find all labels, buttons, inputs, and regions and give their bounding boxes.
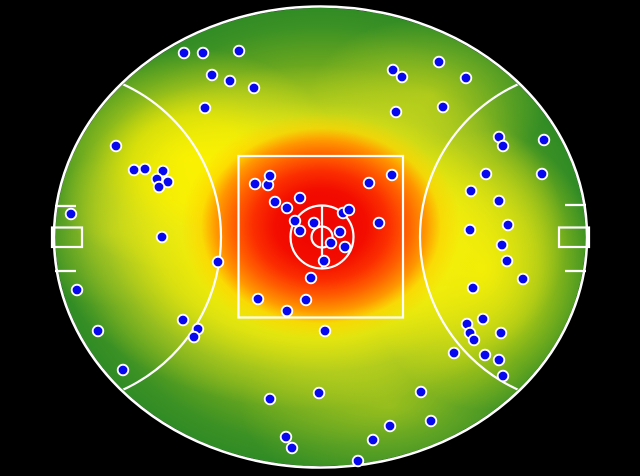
data-point xyxy=(127,163,141,177)
goal-square-right xyxy=(557,226,591,249)
data-point xyxy=(177,46,191,60)
data-point xyxy=(138,162,152,176)
data-point xyxy=(196,46,210,60)
data-point xyxy=(424,414,438,428)
data-point xyxy=(496,139,510,153)
data-point xyxy=(304,271,318,285)
data-point xyxy=(389,105,403,119)
data-point xyxy=(351,454,365,468)
data-point xyxy=(516,272,530,286)
data-point xyxy=(211,255,225,269)
data-point xyxy=(307,216,321,230)
data-point xyxy=(198,101,212,115)
data-point xyxy=(476,312,490,326)
data-point xyxy=(176,313,190,327)
data-point xyxy=(91,324,105,338)
data-point xyxy=(223,74,237,88)
data-point xyxy=(299,293,313,307)
centre-square xyxy=(237,154,405,319)
data-point xyxy=(279,430,293,444)
data-point xyxy=(152,180,166,194)
data-point xyxy=(383,419,397,433)
data-point xyxy=(492,194,506,208)
data-point xyxy=(247,81,261,95)
data-point xyxy=(232,44,246,58)
data-point xyxy=(501,218,515,232)
data-point xyxy=(280,304,294,318)
data-point xyxy=(372,216,386,230)
fifty-metre-arc-right xyxy=(418,67,585,407)
data-point xyxy=(205,68,219,82)
data-point xyxy=(447,346,461,360)
data-point xyxy=(466,281,480,295)
data-point xyxy=(535,167,549,181)
data-point xyxy=(479,167,493,181)
data-point xyxy=(478,348,492,362)
data-point xyxy=(251,292,265,306)
data-point xyxy=(386,63,400,77)
data-point xyxy=(312,386,326,400)
data-point xyxy=(492,353,506,367)
data-point xyxy=(248,177,262,191)
data-point xyxy=(342,203,356,217)
goal-square-left xyxy=(50,226,84,249)
data-point xyxy=(537,133,551,147)
data-point xyxy=(463,223,477,237)
data-point xyxy=(64,207,78,221)
data-point xyxy=(161,175,175,189)
data-point xyxy=(263,169,277,183)
data-point xyxy=(109,139,123,153)
data-point xyxy=(467,333,481,347)
data-point xyxy=(495,238,509,252)
data-point xyxy=(500,254,514,268)
boundary-line xyxy=(52,5,589,469)
data-point xyxy=(324,236,338,250)
data-point xyxy=(432,55,446,69)
data-point xyxy=(116,363,130,377)
data-point xyxy=(464,184,478,198)
data-point xyxy=(263,392,277,406)
data-point xyxy=(366,433,380,447)
data-point xyxy=(459,71,473,85)
data-point xyxy=(385,168,399,182)
data-point xyxy=(338,240,352,254)
data-point xyxy=(395,70,409,84)
data-point xyxy=(280,201,294,215)
data-point xyxy=(268,195,282,209)
data-point xyxy=(293,191,307,205)
data-point xyxy=(362,176,376,190)
fifty-metre-arc-left xyxy=(56,67,223,407)
data-point xyxy=(317,254,331,268)
data-point xyxy=(436,100,450,114)
data-point xyxy=(414,385,428,399)
data-point xyxy=(318,324,332,338)
data-point xyxy=(496,369,510,383)
data-point xyxy=(156,164,170,178)
data-point xyxy=(288,214,302,228)
data-point xyxy=(333,225,347,239)
data-point xyxy=(70,283,84,297)
data-point xyxy=(494,326,508,340)
data-point xyxy=(285,441,299,455)
data-point xyxy=(293,224,307,238)
data-point xyxy=(155,230,169,244)
data-point xyxy=(187,330,201,344)
